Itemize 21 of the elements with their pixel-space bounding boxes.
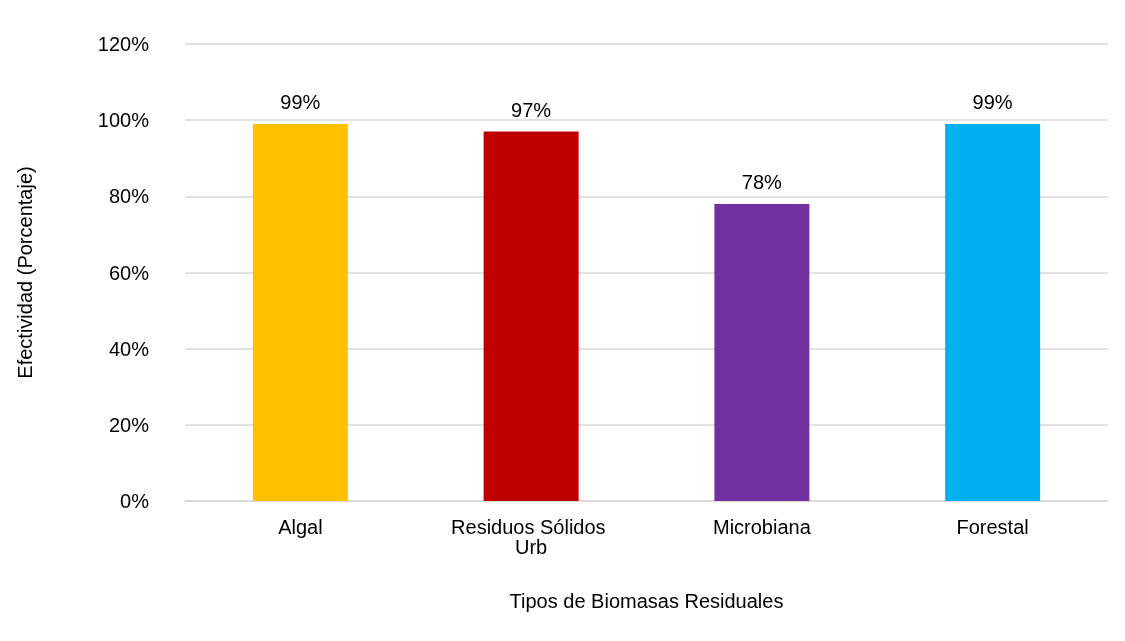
x-tick-label: Residuos Sólidos Urb bbox=[451, 516, 612, 558]
data-label: 97% bbox=[511, 98, 552, 121]
bar bbox=[252, 123, 348, 501]
y-tick-label: 40% bbox=[108, 337, 150, 360]
x-axis-title: Tipos de Biomasas Residuales bbox=[509, 590, 784, 612]
y-tick-label: 100% bbox=[97, 109, 150, 132]
y-tick-label: 120% bbox=[97, 33, 150, 55]
y-tick-label: 0% bbox=[120, 490, 150, 512]
x-tick-label: Forestal bbox=[956, 516, 1029, 538]
x-tick-label: Algal bbox=[278, 516, 323, 538]
data-label: 99% bbox=[280, 90, 321, 113]
x-tick-label: Microbiana bbox=[712, 516, 812, 538]
bar bbox=[945, 123, 1041, 501]
bar bbox=[714, 203, 810, 501]
bar bbox=[483, 131, 579, 501]
data-label: 99% bbox=[972, 90, 1013, 113]
y-tick-label: 20% bbox=[108, 413, 150, 436]
y-tick-label: 80% bbox=[108, 185, 150, 208]
y-tick-label: 60% bbox=[108, 261, 150, 284]
data-label: 78% bbox=[741, 170, 783, 193]
y-axis-title: Efectividad (Porcentaje) bbox=[14, 166, 36, 379]
